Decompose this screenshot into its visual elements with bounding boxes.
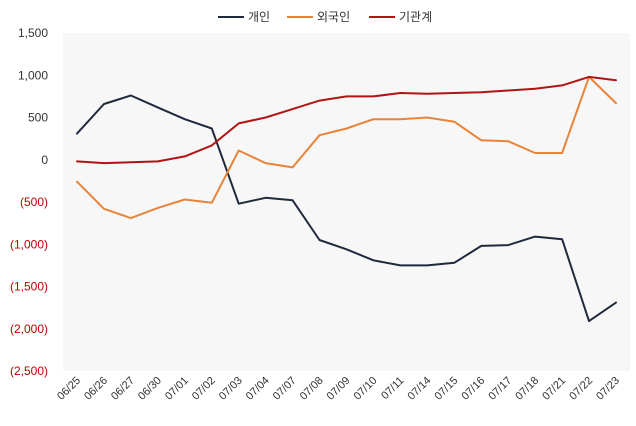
y-tick-label: 500 <box>28 111 48 125</box>
y-tick-label: (500) <box>20 195 48 209</box>
series-line <box>76 94 617 323</box>
y-tick-label: 0 <box>41 153 48 167</box>
legend-label: 외국인 <box>317 10 350 24</box>
y-tick-label: 1,000 <box>18 68 48 82</box>
plot-area <box>63 33 630 371</box>
y-tick-label: (2,000) <box>10 322 48 336</box>
y-tick-label: (1,000) <box>10 237 48 251</box>
series-line <box>76 75 617 165</box>
y-tick-label: (1,500) <box>10 280 48 294</box>
y-axis: 1,500 1,000 500 0 (500) (1,000) (1,500) (2,000)… <box>10 26 48 378</box>
y-tick-label: (2,500) <box>10 364 48 378</box>
y-tick-label: 1,500 <box>18 26 48 40</box>
legend-label: 개인 <box>248 10 270 24</box>
legend: 개인 외국인 기관계 <box>218 10 432 24</box>
series-line <box>76 75 617 220</box>
legend-label: 기관계 <box>399 10 432 24</box>
plot-background <box>63 33 630 371</box>
